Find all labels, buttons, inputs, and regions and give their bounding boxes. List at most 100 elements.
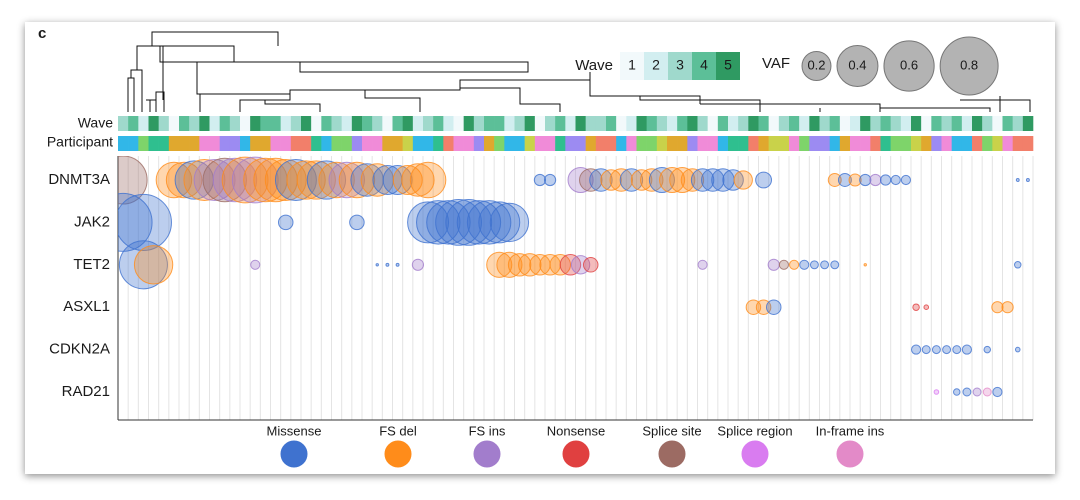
wave-cell: [514, 116, 525, 131]
bubble: [799, 259, 810, 270]
wave-cell: [504, 116, 515, 131]
participant-cell: [717, 136, 729, 151]
bubble: [155, 161, 193, 199]
wave-legend-label: 2: [652, 57, 660, 73]
wave-cell: [453, 116, 464, 131]
bubble: [722, 169, 744, 191]
bubble: [426, 200, 471, 245]
participant-cell: [168, 136, 180, 151]
bubble: [274, 159, 317, 201]
bubble: [830, 260, 840, 270]
participant-cell: [341, 136, 353, 151]
participant-cell: [514, 136, 525, 151]
bubble: [640, 168, 664, 192]
wave-cell: [341, 116, 353, 131]
bubble: [766, 299, 782, 315]
bubble: [600, 169, 622, 191]
bubble: [942, 345, 952, 355]
vaf-legend-circle: [883, 40, 935, 92]
bubble: [202, 157, 247, 203]
bubble: [401, 163, 435, 197]
participant-cell: [290, 136, 302, 151]
participant-cell: [118, 136, 129, 151]
participant-cell: [565, 136, 576, 151]
bubble: [767, 258, 780, 271]
wave-cell: [921, 116, 932, 131]
participant-cell: [870, 136, 881, 151]
wave-cell: [443, 116, 454, 131]
wave-cell: [829, 116, 841, 131]
vaf-legend-circle: [801, 51, 832, 81]
bubble: [318, 161, 355, 199]
bubble: [982, 387, 992, 397]
bubble: [264, 159, 307, 201]
legend-swatch: [562, 440, 590, 468]
wave-cell: [494, 116, 505, 131]
participant-cell: [768, 136, 780, 151]
wave-cell: [118, 116, 129, 131]
bubble: [250, 259, 261, 270]
bubble: [559, 254, 582, 276]
participant-cell: [453, 136, 464, 151]
bubble: [609, 168, 633, 192]
participant-cell: [799, 136, 810, 151]
participant-cell: [158, 136, 170, 151]
legend-label: Missense: [267, 423, 322, 438]
participant-cell: [545, 136, 556, 151]
participant-cell: [351, 136, 363, 151]
bubble: [879, 174, 892, 186]
wave-cell: [351, 116, 363, 131]
participant-cell: [250, 136, 261, 151]
gene-label: DNMT3A: [48, 171, 110, 188]
wave-cell: [880, 116, 891, 131]
wave-cell: [870, 116, 881, 131]
bubble: [1001, 301, 1014, 314]
wave-cell: [290, 116, 302, 131]
wave-cell: [555, 116, 566, 131]
bubble: [933, 389, 940, 395]
participant-cell: [575, 136, 586, 151]
plot-layer: Wave Participant DNMT3A JAK2 TET2 ASXL1 CDKN2A…: [47, 36, 1034, 468]
bubble: [972, 387, 982, 397]
wave-cell: [372, 116, 383, 131]
wave-cell: [1002, 116, 1013, 131]
bubble: [583, 257, 599, 273]
wave-cell: [707, 116, 719, 131]
wave-cell: [565, 116, 576, 131]
bubble: [809, 260, 819, 270]
wave-cell: [168, 116, 180, 131]
wave-legend-box: [716, 52, 740, 80]
wave-cell: [229, 116, 241, 131]
wave-cell: [585, 116, 597, 131]
participant-cell: [229, 136, 241, 151]
wave-cell: [362, 116, 373, 131]
bubble: [489, 202, 530, 243]
bubble: [118, 156, 148, 205]
wave-cell: [809, 116, 820, 131]
bubble: [183, 159, 226, 201]
wave-cell: [545, 116, 556, 131]
participant-cell: [260, 136, 271, 151]
wave-cell: [850, 116, 861, 131]
bubble: [900, 174, 911, 186]
bubble: [953, 388, 961, 396]
participant-cell: [921, 136, 932, 151]
participant-cell: [738, 136, 749, 151]
participant-cell: [321, 136, 332, 151]
participant-cell: [677, 136, 688, 151]
legend-label: FS ins: [469, 423, 506, 438]
wave-cell: [199, 116, 210, 131]
participant-cell: [687, 136, 698, 151]
participant-cell: [900, 136, 912, 151]
participant-cell: [433, 136, 444, 151]
bubble: [579, 168, 603, 192]
participant-cell: [585, 136, 597, 151]
participant-cell: [199, 136, 210, 151]
bubble: [1014, 346, 1021, 353]
wave-cell: [321, 116, 332, 131]
vaf-legend-label: 0.4: [848, 57, 866, 72]
wave-cell: [717, 116, 729, 131]
legend-swatch: [658, 440, 686, 468]
bubble: [496, 251, 523, 278]
